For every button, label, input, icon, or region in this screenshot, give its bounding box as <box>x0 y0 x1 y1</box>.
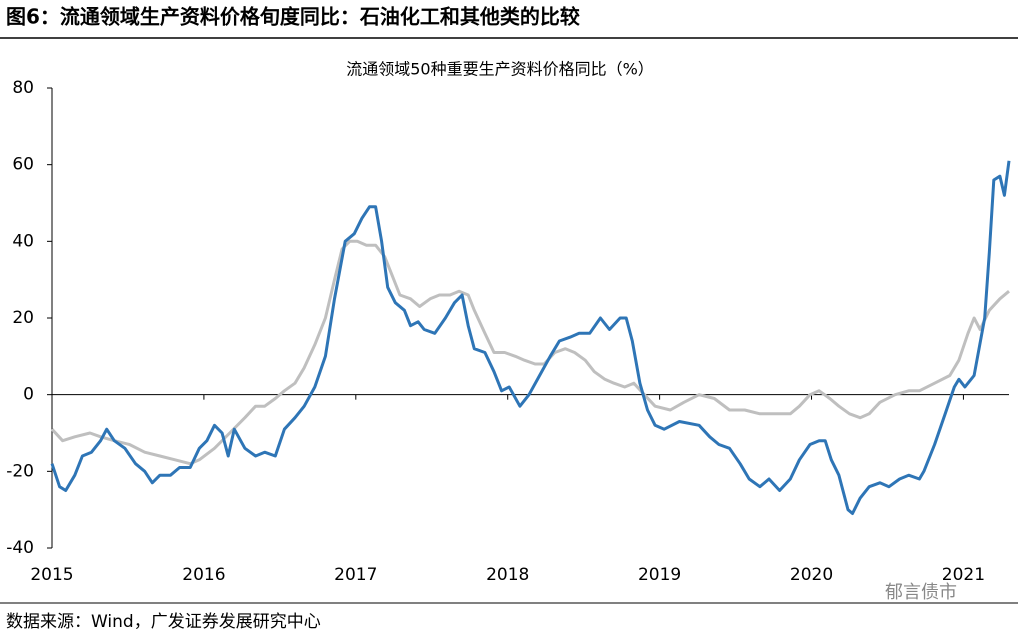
x-tick-label: 2016 <box>182 565 225 585</box>
figure-title: 图6：流通领域生产资料价格旬度同比：石油化工和其他类的比较 <box>6 5 580 29</box>
x-tick-label: 2020 <box>790 565 833 585</box>
line-series <box>50 160 1011 515</box>
x-tick-label: 2019 <box>638 565 681 585</box>
y-tick-label: 80 <box>12 78 34 98</box>
x-tick-label: 2021 <box>942 565 985 585</box>
y-tick-label: 20 <box>12 308 34 328</box>
x-tick-label: 2017 <box>334 565 377 585</box>
x-tick-label: 2018 <box>486 565 529 585</box>
line-series <box>50 239 1010 466</box>
y-tick-label: 40 <box>12 231 34 251</box>
y-tick-label: -40 <box>6 538 34 558</box>
y-tick-label: 0 <box>23 385 34 405</box>
chart-title: 流通领域50种重要生产资料价格同比（%） <box>346 60 654 79</box>
x-tick-label: 2015 <box>30 565 73 585</box>
y-tick-label: -20 <box>6 461 34 481</box>
y-tick-label: 60 <box>12 155 34 175</box>
watermark: 郁言债市 <box>885 582 957 603</box>
source: 数据来源：Wind，广发证券发展研究中心 <box>6 612 321 632</box>
